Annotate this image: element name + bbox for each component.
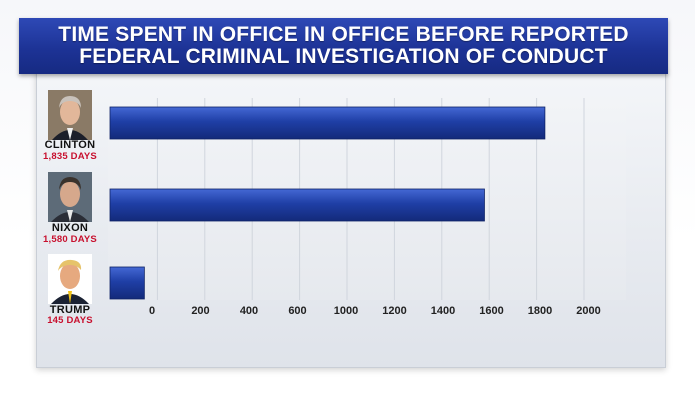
bar-nixon: [109, 188, 485, 222]
x-tick-label: 0: [149, 305, 155, 317]
clinton-name: CLINTON: [44, 139, 96, 151]
nixon-days: 1,580 DAYS: [43, 234, 97, 245]
x-tick-label: 1200: [382, 305, 406, 317]
clinton-portrait-icon: [48, 90, 92, 140]
trump-portrait-icon: [48, 254, 92, 304]
x-tick-label: 600: [288, 305, 306, 317]
x-tick-label: 1600: [479, 305, 503, 317]
x-tick-label: 2000: [576, 305, 600, 317]
bars: [109, 106, 546, 300]
bar-trump: [109, 266, 145, 300]
title-line-2: FEDERAL CRIMINAL INVESTIGATION OF CONDUC…: [79, 45, 608, 68]
title-line-1: TIME SPENT IN OFFICE IN OFFICE BEFORE RE…: [58, 23, 629, 46]
trump-name: TRUMP: [49, 304, 91, 316]
x-tick-label: 400: [240, 305, 258, 317]
x-tick-label: 200: [191, 305, 209, 317]
nixon-portrait-icon: [48, 172, 92, 222]
x-tick-label: 1000: [334, 305, 358, 317]
trump-days: 145 DAYS: [47, 315, 93, 326]
bar-clinton: [109, 106, 546, 140]
x-tick-label: 1400: [431, 305, 455, 317]
x-tick-label: 1800: [528, 305, 552, 317]
clinton-days: 1,835 DAYS: [43, 151, 97, 162]
title-banner: TIME SPENT IN OFFICE IN OFFICE BEFORE RE…: [19, 18, 668, 74]
nixon-name: NIXON: [51, 222, 89, 234]
x-axis-ticks: 0 200 400 600 1000 1200 1400 1600 1800 2000: [149, 305, 601, 317]
